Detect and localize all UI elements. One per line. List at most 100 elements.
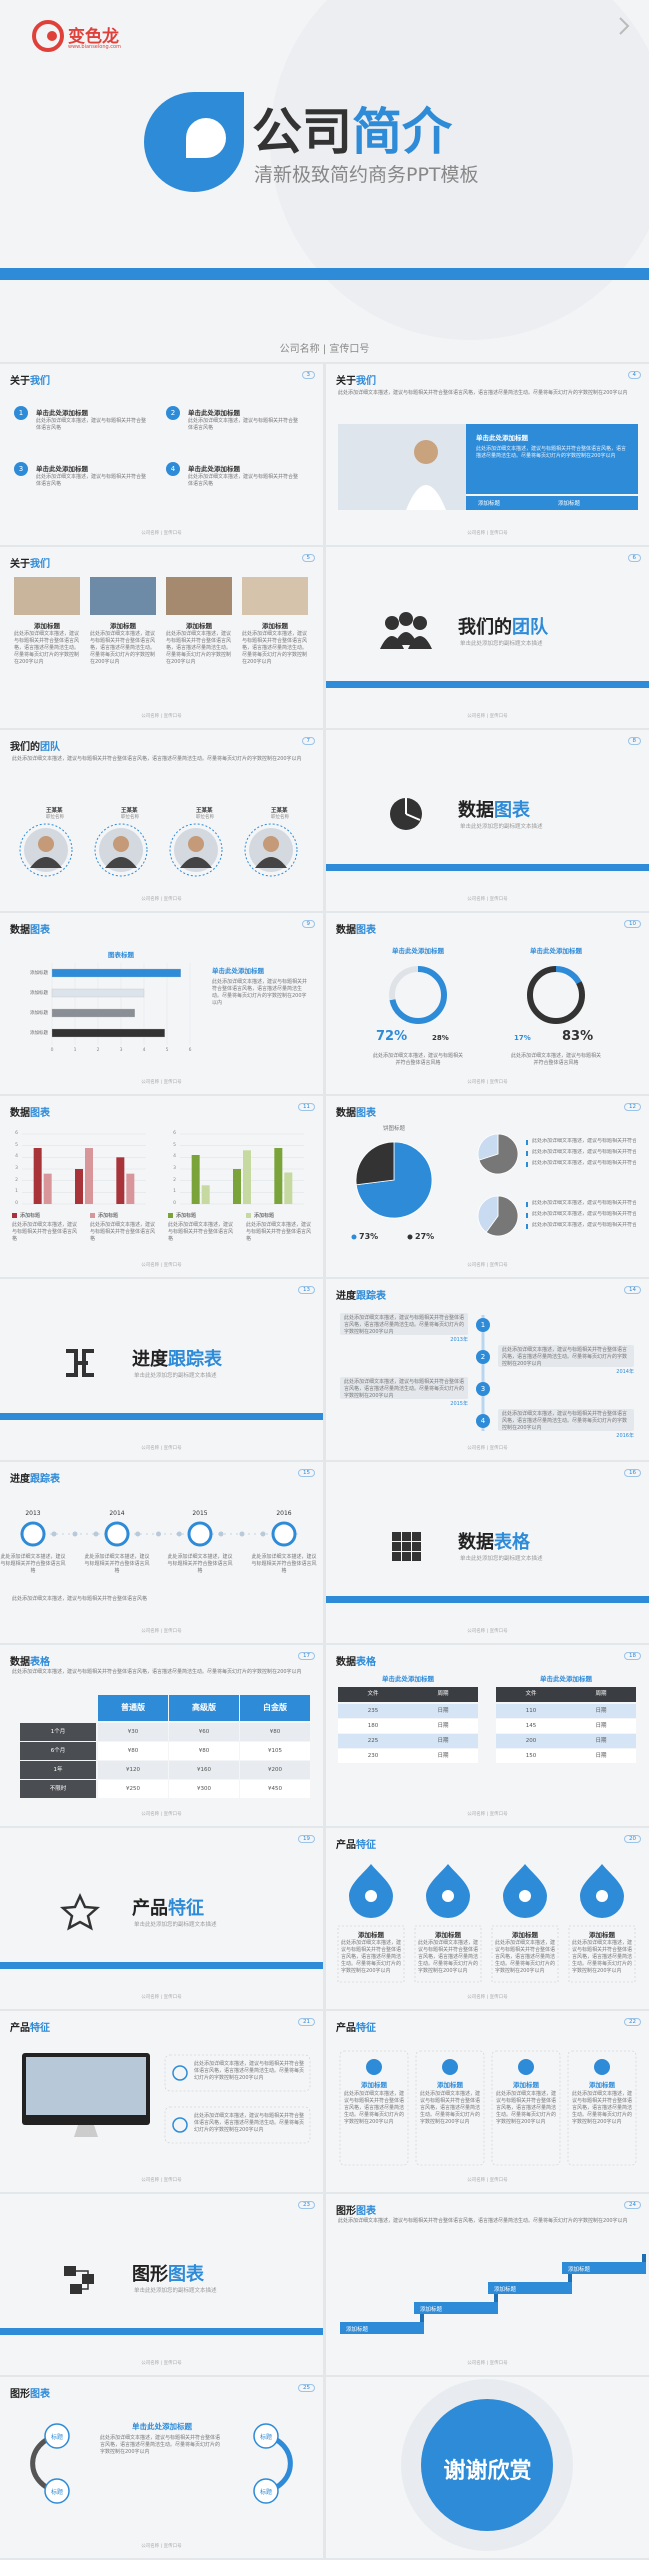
caption-box bbox=[568, 1925, 636, 1983]
title-part: 表格 bbox=[494, 1532, 530, 1553]
dot bbox=[51, 1531, 57, 1537]
table-header: 文件 bbox=[338, 1687, 408, 1702]
table-cell: 1个月 bbox=[20, 1723, 96, 1741]
cover-bar bbox=[0, 268, 649, 280]
title-part: 关于 bbox=[10, 559, 30, 570]
node-label: 标题 bbox=[259, 2489, 272, 2496]
end-text: 谢谢欣赏 bbox=[443, 2459, 532, 2484]
card bbox=[567, 2050, 637, 2166]
legend-body: 此处添加详细文本描述，建议与标题相关并符合整体语言风格 bbox=[12, 1222, 78, 1242]
y-tick-label: 6 bbox=[173, 1131, 176, 1136]
slide: 关于我们 此处添加详细文本描述，建议与标题相关并符合整体语言风格，语言描述尽量简洁… bbox=[326, 364, 649, 545]
person-name: 王某某 bbox=[196, 808, 213, 814]
slide-art bbox=[20, 1521, 300, 1547]
logo-sub: www.bianselong.com bbox=[68, 44, 121, 50]
next-arrow bbox=[619, 17, 630, 35]
title-part: 团队 bbox=[40, 742, 60, 753]
step-label: 添加标题 bbox=[420, 2307, 443, 2313]
slide-footer: 公司名称 | 宣传口号 bbox=[467, 531, 508, 536]
cover-drop-inner bbox=[186, 118, 226, 158]
title-part: 数据 bbox=[336, 1657, 356, 1668]
value-label: 83% bbox=[562, 1029, 594, 1044]
paragraph: 此处添加详细文本描述，建议与标题相关并符合整体语言风格，语言描述尽量简洁生动。尽… bbox=[12, 756, 302, 762]
bullet bbox=[526, 1224, 528, 1229]
year-body: 此处添加详细文本描述，建议与标题相关并符合整体语言风格 bbox=[251, 1554, 317, 1574]
person-role: 职位名称 bbox=[271, 815, 289, 820]
caption-body: 此处添加详细文本描述，建议与标题相关并符合整体语言风格，语言描述尽量简洁生动。尽… bbox=[572, 1940, 633, 1974]
slide-footer: 公司名称 | 宣传口号 bbox=[467, 897, 508, 902]
icon-part bbox=[66, 1349, 94, 1377]
bullet bbox=[526, 1213, 528, 1218]
page-number: 24 bbox=[624, 2201, 641, 2209]
table-cell: 150 bbox=[496, 1749, 566, 1763]
cycle-node bbox=[253, 2478, 279, 2504]
step-year: 2014年 bbox=[616, 1369, 634, 1375]
y-tick-label: 1 bbox=[173, 1189, 176, 1195]
item-icon bbox=[172, 2117, 188, 2133]
item-body: 此处添加详细文本描述，建议与标题相关并符合整体语言风格 bbox=[36, 474, 147, 487]
card-icon bbox=[594, 2059, 610, 2075]
slide: 进度跟踪表 单击此处添加您的副标题文本描述 13 公司名称 | 宣传口号 bbox=[0, 1279, 323, 1460]
slide: 产品特征 添加标题 此处添加详细文本描述，建议与标题相关并符合整体语言风格，语言描述… bbox=[326, 2011, 649, 2192]
bar bbox=[51, 988, 145, 998]
slide-title: 产品特征 bbox=[10, 2019, 50, 2034]
title-part: 数据 bbox=[10, 925, 30, 936]
slide-art bbox=[340, 1313, 634, 1431]
donut-heading: 单击此处添加标题 bbox=[392, 947, 444, 955]
title-part: 进度 bbox=[336, 1291, 356, 1302]
slide-footer: 公司名称 | 宣传口号 bbox=[141, 531, 182, 536]
y-tick-label: 1 bbox=[15, 1189, 18, 1195]
step-node: 1 bbox=[476, 1318, 490, 1332]
slide-footer: 公司名称 | 宣传口号 bbox=[141, 714, 182, 719]
slide-title: 数据图表 bbox=[10, 1104, 50, 1119]
slide-footer: 公司名称 | 宣传口号 bbox=[141, 1812, 182, 1817]
caption-body: 此处添加详细文本描述，建议与标题相关并符合整体语言风格，语言描述尽量简洁生动。尽… bbox=[14, 631, 80, 665]
title-part: 数据 bbox=[336, 1108, 356, 1119]
step-body: 此处添加详细文本描述，建议与标题相关并符合整体语言风格，语言描述尽量简洁生动。尽… bbox=[502, 1411, 628, 1431]
icon-part bbox=[402, 1552, 411, 1561]
item-heading: 单击此处添加标题 bbox=[188, 409, 240, 417]
chart-title: 图表标题 bbox=[108, 951, 134, 959]
title-part: 我们 bbox=[30, 559, 50, 570]
dot bbox=[218, 1531, 224, 1537]
slide-footer: 公司名称 | 宣传口号 bbox=[467, 714, 508, 719]
title-part: 团队 bbox=[512, 617, 548, 638]
title-part: 数据 bbox=[336, 925, 356, 936]
caption: 添加标题 bbox=[34, 622, 60, 630]
legend-swatch bbox=[168, 1213, 173, 1218]
table-cell: ¥250 bbox=[98, 1780, 168, 1798]
slide-title: 进度跟踪表 bbox=[336, 1287, 386, 1302]
x-tick-label: 6 bbox=[188, 1048, 192, 1053]
slide: 图形图表 此处添加详细文本描述，建议与标题相关并符合整体语言风格，语言描述尽量简洁… bbox=[326, 2194, 649, 2375]
slide-title: 数据图表 bbox=[10, 921, 50, 936]
caption: 添加标题 bbox=[589, 1931, 615, 1939]
slide-footer: 公司名称 | 宣传口号 bbox=[467, 1263, 508, 1268]
slide: 我们的团队 单击此处添加您的副标题文本描述 6 公司名称 | 宣传口号 bbox=[326, 547, 649, 728]
title-part: 产品 bbox=[132, 1898, 168, 1919]
item-heading: 单击此处添加标题 bbox=[36, 409, 88, 417]
slide-art bbox=[401, 2379, 573, 2551]
table-cell: ¥160 bbox=[169, 1761, 239, 1779]
step-label: 添加标题 bbox=[568, 2267, 591, 2273]
bar bbox=[75, 1169, 83, 1204]
title-part: 数据 bbox=[10, 1657, 30, 1668]
center-heading: 单击此处添加标题 bbox=[132, 2422, 192, 2431]
y-tick-label: 4 bbox=[15, 1154, 18, 1160]
caption-body: 此处添加详细文本描述，建议与标题相关并符合整体语言风格，语言描述尽量简洁生动。尽… bbox=[90, 631, 156, 665]
pie-slice bbox=[478, 1133, 519, 1175]
avatar-face bbox=[113, 836, 129, 852]
bar bbox=[33, 1148, 42, 1204]
step-box bbox=[340, 1313, 468, 1335]
drop-icon bbox=[365, 1890, 377, 1902]
photo bbox=[90, 577, 156, 615]
slide-art bbox=[0, 2266, 323, 2335]
value-label: 28% bbox=[432, 1034, 449, 1042]
caption-body: 此处添加详细文本描述，建议与标题相关并符合整体语言风格，语言描述尽量简洁生动。尽… bbox=[166, 631, 232, 665]
bar bbox=[284, 1172, 293, 1204]
table-cell: 230 bbox=[338, 1749, 408, 1763]
legend-dot bbox=[407, 1234, 413, 1240]
y-tick-label: 0 bbox=[173, 1201, 176, 1206]
item-body: 此处添加详细文本描述，建议与标题相关并符合整体语言风格 bbox=[188, 418, 299, 431]
section-subtitle: 单击此处添加您的副标题文本描述 bbox=[460, 641, 543, 647]
avatar-ring bbox=[169, 823, 223, 877]
